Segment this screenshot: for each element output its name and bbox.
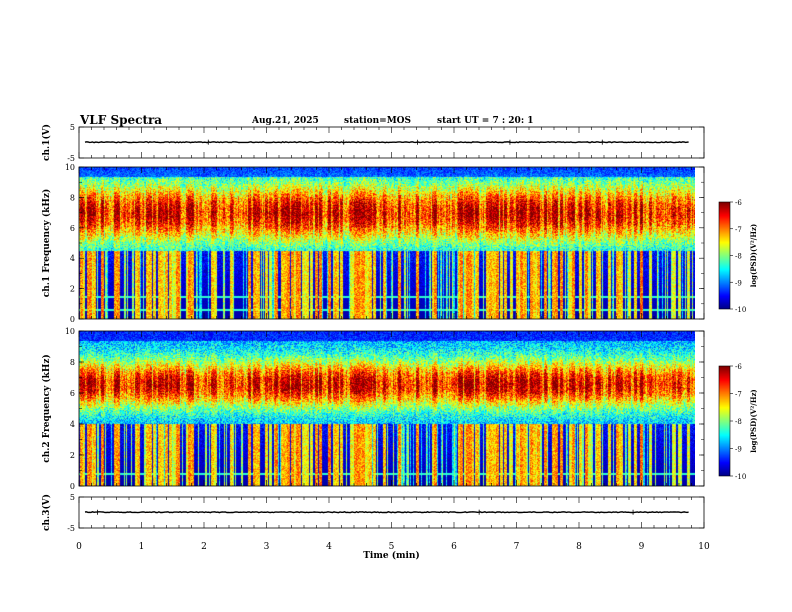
colorbar-tick-label: -7 — [735, 226, 742, 234]
colorbar-tick-label: -10 — [735, 306, 746, 314]
voltage-line — [84, 141, 689, 144]
date-label: Aug.21, 2025 — [252, 116, 319, 126]
x-tick-label: 0 — [76, 542, 82, 552]
y-tick-label: 4 — [70, 254, 75, 263]
y-tick-label: 5 — [70, 123, 75, 132]
colorbar-2: -6 -7 -8 -9 -10 log(PSD)(V²/Hz) — [718, 199, 758, 314]
x-axis: 0 1 2 3 4 5 6 7 8 9 10 Time (min) — [76, 542, 710, 561]
y-tick-label: 8 — [70, 358, 75, 367]
y-axis-label: ch.1 Frequency (kHz) — [41, 189, 52, 298]
y-tick-label: 10 — [65, 163, 75, 172]
x-tick-label: 7 — [514, 542, 520, 552]
y-tick-label: 5 — [70, 493, 75, 502]
x-tick-label: 9 — [639, 542, 645, 552]
colorbar-gradient — [719, 202, 730, 309]
station-label: station=MOS — [344, 116, 412, 126]
colorbar-tick-label: -6 — [735, 363, 742, 371]
y-axis-label: ch.1(V) — [41, 124, 52, 161]
panel-axes-2: 0 2 4 6 8 10 ch.1 Frequency (kHz) — [41, 163, 705, 324]
colorbar-tick-label: -9 — [735, 446, 742, 454]
x-tick-label: 10 — [698, 542, 710, 552]
colorbar-tick-label: -8 — [735, 418, 742, 426]
x-axis-label: Time (min) — [363, 550, 420, 561]
y-tick-label: -5 — [67, 524, 75, 533]
chart-title: VLF Spectra — [80, 113, 163, 127]
x-tick-label: 4 — [326, 542, 332, 552]
colorbar-label: log(PSD)(V²/Hz) — [749, 389, 758, 453]
colorbar-tick-label: -6 — [735, 199, 742, 207]
x-tick-label: 6 — [451, 542, 457, 552]
colorbar-gradient — [719, 366, 730, 476]
spectrogram-image-2 — [79, 167, 695, 319]
colorbar-tick-label: -8 — [735, 253, 742, 261]
panel-axes-3: 0 2 4 6 8 10 ch.2 Frequency (kHz) — [41, 327, 705, 491]
y-axis-label: ch.3(V) — [41, 494, 52, 531]
colorbar-tick-label: -9 — [735, 279, 742, 287]
y-tick-label: 6 — [70, 224, 75, 233]
colorbar-tick-label: -7 — [735, 391, 742, 399]
y-tick-label: 0 — [70, 482, 75, 491]
panel-axes-1: 5 -5 ch.1(V) — [41, 123, 705, 163]
colorbar-3: -6 -7 -8 -9 -10 log(PSD)(V²/Hz) — [718, 363, 758, 481]
x-tick-label: 8 — [576, 542, 582, 552]
y-tick-label: -5 — [67, 154, 75, 163]
colorbar-tick-label: -10 — [735, 473, 746, 481]
voltage-line — [84, 511, 689, 514]
spectrogram-image-3 — [79, 331, 695, 486]
y-tick-label: 2 — [70, 451, 75, 460]
start-time-label: start UT = 7 : 20: 1 — [437, 116, 534, 126]
y-axis-label: ch.2 Frequency (kHz) — [41, 354, 52, 463]
x-tick-label: 3 — [264, 542, 270, 552]
y-tick-label: 4 — [70, 420, 75, 429]
x-tick-label: 5 — [389, 542, 395, 552]
panel-axes-4: 5 -5 ch.3(V) — [41, 493, 705, 533]
colorbar-label: log(PSD)(V²/Hz) — [749, 224, 758, 288]
voltage-trace-4 — [84, 509, 689, 515]
y-tick-label: 0 — [70, 315, 75, 324]
x-tick-label: 1 — [139, 542, 145, 552]
voltage-trace-1 — [84, 139, 689, 145]
x-tick-label: 2 — [201, 542, 207, 552]
y-tick-label: 8 — [70, 193, 75, 202]
y-tick-label: 10 — [65, 327, 75, 336]
y-tick-label: 2 — [70, 285, 75, 294]
y-tick-label: 6 — [70, 389, 75, 398]
